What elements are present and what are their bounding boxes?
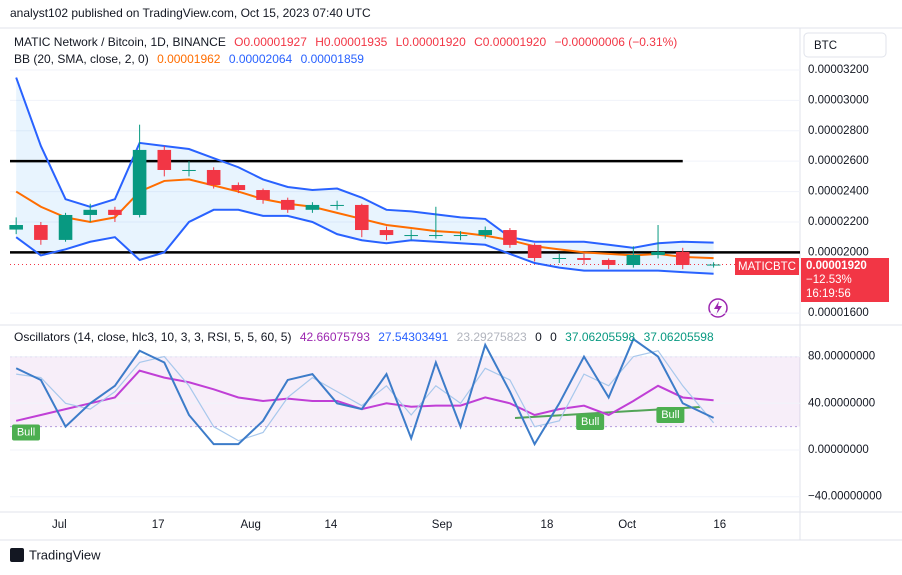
candle-body — [453, 235, 468, 237]
signal-text: Bull — [17, 426, 35, 438]
candle-body — [675, 251, 690, 265]
osc-value: 37.06205598 — [643, 330, 714, 344]
bb-value: 0.00002064 — [228, 52, 293, 66]
signal-label — [12, 424, 40, 441]
bb-value: 0.00001859 — [300, 52, 364, 66]
candle-body — [157, 149, 172, 170]
candle-body — [182, 169, 196, 171]
y-tick-label: 0.00003000 — [808, 94, 869, 106]
signal-label — [656, 406, 685, 423]
ohlc: L0.00001920 — [395, 35, 466, 49]
indicator-line — [15, 337, 715, 447]
indicator-line — [15, 208, 714, 275]
x-tick-label: 14 — [325, 519, 338, 531]
candle-body — [206, 169, 221, 186]
osc-value: 23.29275823 — [456, 330, 527, 344]
ohlc: −0.00000006 (−0.31%) — [554, 35, 678, 49]
candle-body — [577, 258, 591, 260]
candle-body — [108, 209, 122, 215]
price-tag — [801, 258, 889, 302]
x-tick-label: Sep — [432, 519, 452, 531]
y-tick-label: 80.00000000 — [808, 351, 875, 363]
y-tick-label: 0.00002400 — [808, 186, 869, 198]
currency-label: BTC — [814, 40, 837, 52]
bb-title: BB (20, SMA, close, 2, 0) — [14, 52, 149, 66]
x-tick-label: Jul — [52, 519, 67, 531]
x-tick-label: Oct — [618, 519, 637, 531]
y-tick-label: 40.00000000 — [808, 397, 875, 409]
osc-legend: Oscillators (14, close, hlc3, 10, 3, 3, … — [14, 330, 719, 344]
candle-body — [478, 230, 493, 236]
osc-value: 0 — [550, 330, 557, 344]
price-tag-price: 0.00001920 — [806, 260, 867, 272]
symbol-legend: MATIC Network / Bitcoin, 1D, BINANCE O0.… — [14, 35, 682, 49]
candle-body — [527, 244, 542, 259]
y-tick-label: 0.00002200 — [808, 216, 869, 228]
logo — [10, 548, 24, 562]
signal-text: Bull — [581, 416, 599, 428]
candle-body — [404, 235, 418, 237]
y-tick-label: 0.00001600 — [808, 307, 869, 319]
y-tick-label: 0.00002800 — [808, 125, 869, 137]
osc-value: 37.06205598 — [565, 330, 636, 344]
bb-value: 0.00001962 — [157, 52, 221, 66]
symbol-tag — [735, 258, 799, 275]
indicator-line — [16, 350, 715, 442]
y-tick-label: 0.00002000 — [808, 246, 869, 258]
candle-body — [58, 214, 73, 240]
candle-body — [429, 235, 443, 237]
candle-body — [280, 199, 295, 210]
candle-body — [706, 264, 721, 266]
signal-text: Bull — [661, 409, 679, 421]
candle-body — [9, 225, 23, 230]
x-tick-label: 18 — [541, 519, 554, 531]
x-tick-label: Aug — [240, 519, 260, 531]
symbol: MATIC Network / Bitcoin, 1D, BINANCE — [14, 35, 226, 49]
event-icon[interactable] — [708, 298, 728, 318]
price-tag-change: −12.53% — [806, 274, 852, 286]
candle-body — [552, 258, 567, 260]
candle-body — [34, 225, 48, 240]
signal-label — [576, 413, 605, 430]
y-tick-label: 0.00003200 — [808, 64, 869, 76]
indicator-line — [15, 77, 714, 249]
bb-legend: BB (20, SMA, close, 2, 0) 0.00001962 0.0… — [14, 52, 369, 66]
ohlc: H0.00001935 — [315, 35, 388, 49]
candle-body — [305, 204, 320, 210]
candle-body — [503, 230, 517, 245]
y-tick-label: 0.00002600 — [808, 155, 869, 167]
candle-body — [601, 259, 616, 265]
ohlc: C0.00001920 — [474, 35, 547, 49]
osc-value: 27.54303491 — [378, 330, 449, 344]
osc-value: 42.66075793 — [299, 330, 370, 344]
price-tag-countdown: 16:19:56 — [806, 288, 851, 300]
osc-title: Oscillators (14, close, hlc3, 10, 3, 3, … — [14, 330, 292, 344]
candle-body — [231, 185, 246, 191]
ohlc: O0.00001927 — [234, 35, 307, 49]
candle-body — [132, 149, 147, 215]
footer-brand: TradingView — [29, 547, 101, 562]
published-line: analyst102 published on TradingView.com,… — [10, 6, 371, 20]
candle-body — [83, 209, 98, 215]
x-tick-label: 17 — [152, 519, 165, 531]
symbol-tag-label: MATICBTC — [738, 261, 796, 273]
candle-body — [330, 204, 344, 206]
event-icon — [714, 301, 722, 315]
y-tick-label: 0.00000000 — [808, 444, 869, 456]
currency-button[interactable] — [803, 32, 887, 58]
x-tick-label: 16 — [713, 519, 726, 531]
y-tick-label: −40.00000000 — [808, 491, 882, 503]
candle-body — [355, 204, 369, 231]
candle-body — [379, 230, 394, 236]
candle-body — [651, 251, 665, 255]
candle-body — [256, 190, 270, 200]
osc-value: 0 — [535, 330, 542, 344]
candle-body — [626, 254, 641, 265]
